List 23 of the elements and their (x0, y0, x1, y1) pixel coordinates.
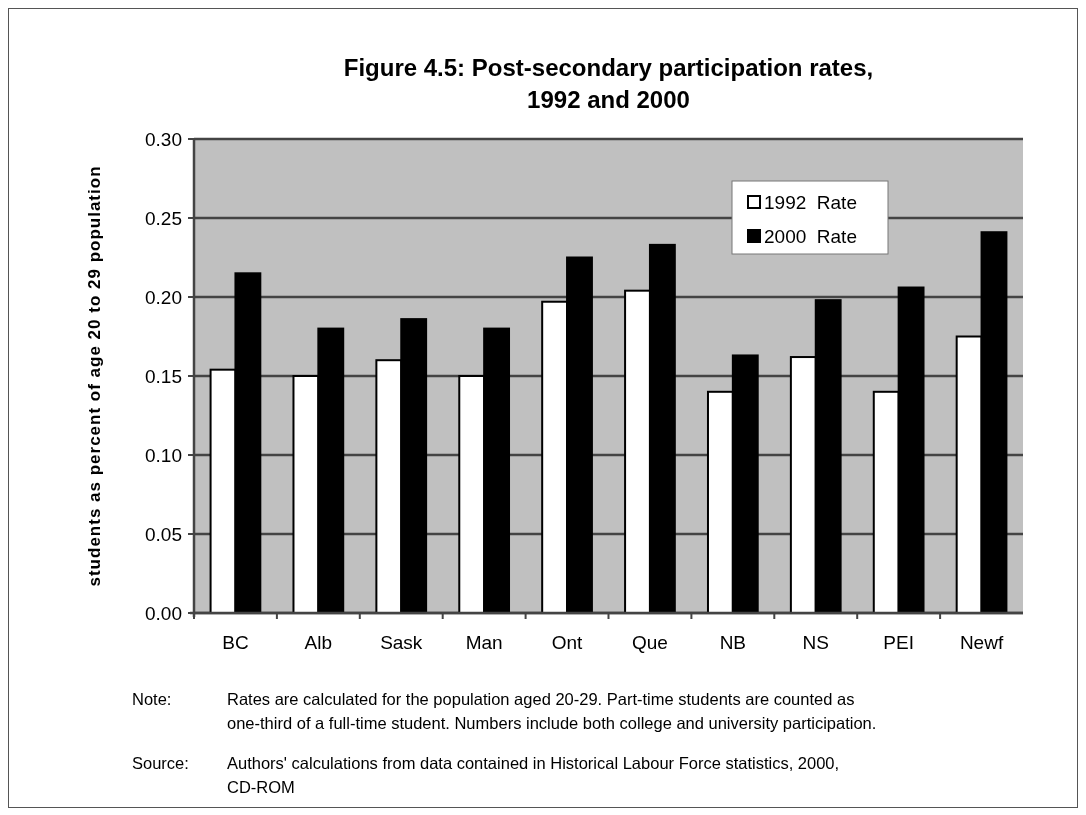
y-tick-label: 0.25 (145, 207, 182, 229)
y-tick-label: 0.15 (145, 365, 182, 387)
legend-label: 1992 Rate (764, 191, 857, 213)
y-tick-label: 0.00 (145, 602, 182, 624)
x-tick-label: Newf (959, 632, 1004, 653)
x-tick-label: PEI (883, 632, 914, 653)
x-tick-label: BC (222, 632, 249, 653)
y-tick-label: 0.20 (145, 286, 182, 308)
text: Source: Authors' calculations from data contained in Historical Labour Force statistics, 2000, CD-ROM (132, 754, 840, 796)
x-tick-label: Sask (380, 632, 423, 653)
x-tick-label: Que (631, 632, 668, 653)
x-tick-label: NB (719, 632, 747, 653)
x-tick-label: NS (802, 632, 829, 653)
y-tick-label: 0.30 (145, 128, 182, 150)
text: Note: Rates are calculated for the population aged 20-29. Part-time students are counted as one-third of a full-time student. Numbers include both college and university participation. (132, 690, 877, 732)
legend-label: 2000 Rate (764, 225, 857, 247)
x-tick-label: Ont (551, 632, 584, 653)
chart-title: Figure 4.5: Post-secondary participation rates, 1992 and 2000 (343, 54, 874, 113)
x-tick-label: Man (465, 632, 503, 653)
y-axis-title: students as percent of age 20 to 29 population (85, 165, 104, 587)
x-tick-label: Alb (304, 632, 333, 653)
y-tick-label: 0.10 (145, 444, 182, 466)
y-tick-label: 0.05 (145, 523, 182, 545)
